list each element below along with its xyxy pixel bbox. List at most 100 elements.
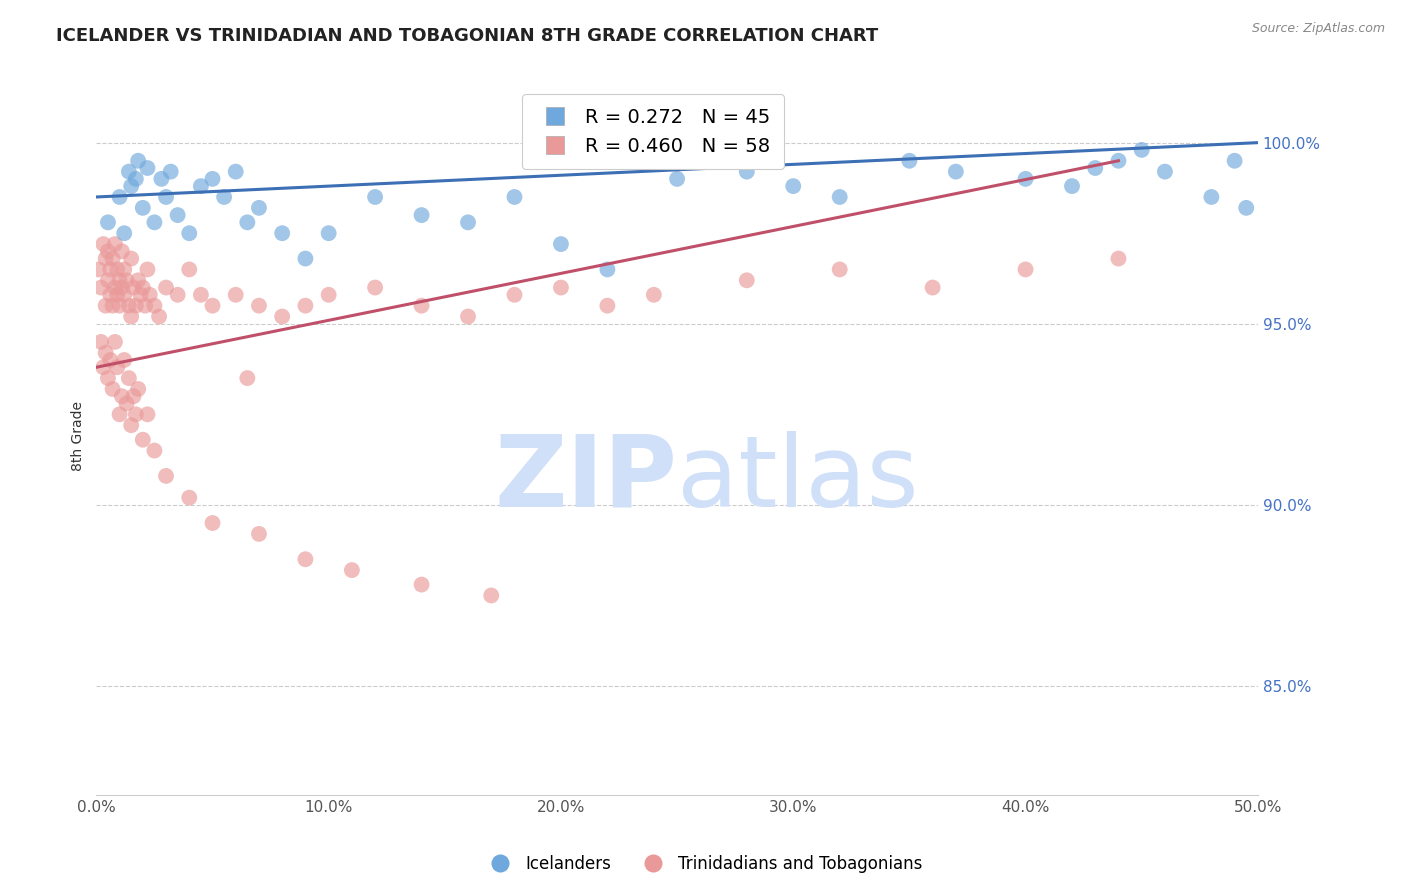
Point [271,226,294,240]
Legend: Icelanders, Trinidadians and Tobagonians: Icelanders, Trinidadians and Tobagonians [477,848,929,880]
Point [550,237,572,252]
Point [127,382,149,396]
Point [1014,262,1036,277]
Point [97,215,120,229]
Point [155,280,177,294]
Point [1154,164,1177,178]
Point [1107,153,1129,168]
Point [364,280,387,294]
Point [190,179,212,194]
Point [139,287,162,301]
Point [120,418,142,433]
Point [132,433,155,447]
Point [97,371,120,385]
Point [132,201,155,215]
Point [111,244,134,259]
Point [294,299,316,313]
Point [166,208,188,222]
Point [118,371,141,385]
Point [212,190,235,204]
Point [179,262,201,277]
Point [118,299,141,313]
Point [364,190,387,204]
Point [108,273,131,287]
Point [148,310,170,324]
Point [104,280,127,294]
Point [945,164,967,178]
Point [108,408,131,422]
Point [735,273,758,287]
Point [1014,172,1036,186]
Point [643,287,665,301]
Point [340,563,363,577]
Point [411,208,433,222]
Point [201,172,224,186]
Point [782,179,804,194]
Point [411,577,433,591]
Point [921,280,943,294]
Point [91,237,114,252]
Point [318,287,340,301]
Point [94,345,117,359]
Point [247,201,270,215]
Point [127,153,149,168]
Point [108,190,131,204]
Point [132,280,155,294]
Point [105,360,128,375]
Point [105,287,128,301]
Point [479,589,502,603]
Point [125,299,148,313]
Point [101,252,124,266]
Point [120,252,142,266]
Point [457,215,479,229]
Point [112,262,135,277]
Point [1107,252,1129,266]
Text: ICELANDER VS TRINIDADIAN AND TOBAGONIAN 8TH GRADE CORRELATION CHART: ICELANDER VS TRINIDADIAN AND TOBAGONIAN … [56,27,879,45]
Point [247,299,270,313]
Point [118,164,141,178]
Point [101,299,124,313]
Point [155,469,177,483]
Point [201,516,224,530]
Point [87,262,110,277]
Point [129,287,152,301]
Point [318,226,340,240]
Point [294,552,316,566]
Point [666,172,689,186]
Point [112,287,135,301]
Point [127,273,149,287]
Point [90,280,112,294]
Point [120,310,142,324]
Point [105,262,128,277]
Point [735,164,758,178]
Point [166,287,188,301]
Point [125,408,148,422]
Point [1060,179,1083,194]
Text: ZIP: ZIP [495,431,678,527]
Point [115,396,138,410]
Point [108,299,131,313]
Point [225,164,247,178]
Point [122,389,145,403]
Point [503,287,526,301]
Point [98,287,121,301]
Point [155,190,177,204]
Point [122,280,145,294]
Point [596,299,619,313]
Point [136,408,159,422]
Point [112,226,135,240]
Point [159,164,181,178]
Point [596,262,619,277]
Point [236,215,259,229]
Point [143,215,166,229]
Point [190,287,212,301]
Point [97,244,120,259]
Point [136,161,159,175]
Point [111,280,134,294]
Point [411,299,433,313]
Point [104,237,127,252]
Point [134,299,156,313]
Legend: R = 0.272   N = 45, R = 0.460   N = 58: R = 0.272 N = 45, R = 0.460 N = 58 [523,95,783,169]
Point [94,252,117,266]
Point [111,389,134,403]
